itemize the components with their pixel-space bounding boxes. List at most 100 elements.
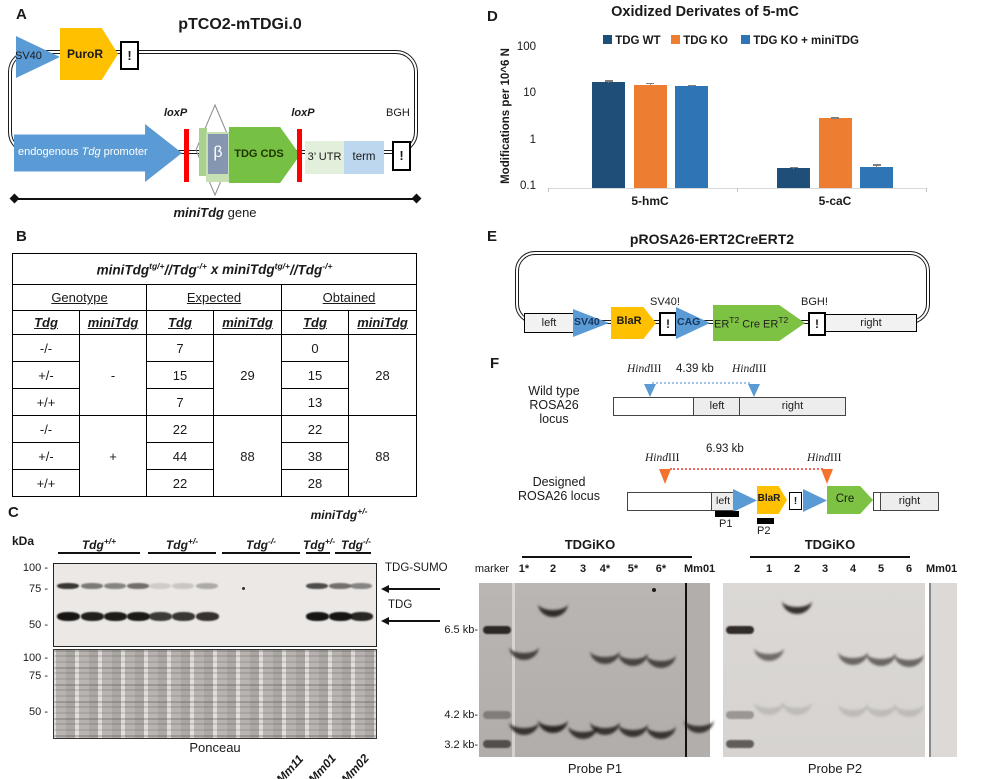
designed-right-box: right: [880, 492, 939, 511]
size-4-2kb: 4.2 kb-: [444, 709, 478, 721]
loxp-site-1: [184, 129, 189, 182]
group-underline: [58, 552, 140, 554]
bar-5-hmC-TDG KO: [633, 84, 667, 188]
cag-label: CAG: [677, 316, 701, 328]
hindiii-site-triangle-designed: [659, 469, 671, 484]
gel-band: [782, 688, 812, 715]
wb-band-tdg: [103, 612, 127, 621]
wb-band-tdg: [305, 612, 329, 621]
table-cell: +: [79, 415, 147, 497]
southern-blot-p2: [723, 583, 925, 757]
ert2-cre-ert2-label: ERT2 Cre ERT2: [714, 315, 789, 331]
hindiii-label: HindIII: [807, 452, 842, 464]
table-cell: 22: [146, 469, 214, 497]
loxp-label-1: loxP: [164, 107, 188, 119]
subcol-minitdg-2: miniTdg: [213, 310, 282, 335]
ytick-0-1: 0.1: [520, 180, 536, 192]
ytick-100: 100: [516, 41, 536, 53]
table-cell: 7: [146, 388, 214, 416]
minitdg-gene-line: [14, 198, 418, 200]
term-box: term: [344, 141, 384, 174]
ytick-1: 1: [529, 134, 536, 146]
utr-box: 3’ UTR: [305, 141, 344, 174]
terminator-box-1: !: [120, 41, 139, 70]
fragment-size-wt: 4.39 kb: [676, 363, 714, 375]
wb-band-tdg: [56, 612, 80, 621]
panel-f-label: F: [490, 355, 500, 372]
col-genotype: Genotype: [12, 284, 147, 311]
error-cap: [687, 84, 696, 87]
wb-band-tdg: [171, 612, 195, 621]
hindiii-site-triangle: [644, 384, 656, 397]
legend-swatch: [671, 35, 680, 44]
wt-fragment-dotted-line: [652, 382, 750, 384]
wb-band-sumo: [104, 583, 126, 589]
marker-75: 75 -: [29, 670, 48, 682]
bar-5-hmC-TDG KO + miniTDG: [675, 85, 708, 188]
wb-band-tdg: [195, 612, 219, 621]
error-cap: [831, 117, 839, 119]
gel2-caption: Probe P2: [807, 761, 863, 776]
line-diamond-left: [9, 193, 20, 204]
wb-band-sumo: [81, 583, 103, 589]
arrow-left-icon: [381, 617, 389, 625]
error-cap: [872, 164, 881, 166]
gel-band: [618, 710, 648, 737]
left-homology-box: left: [524, 313, 574, 333]
gel-band: [509, 633, 539, 660]
terminator-box-bgh: !: [808, 312, 826, 336]
kda-label: kDa: [12, 534, 35, 548]
wb-band-tdg: [126, 612, 150, 621]
x-axis-tick: [548, 188, 549, 192]
gel-lane-label: 3: [579, 563, 587, 575]
panel-e-title: pROSA26-ERT2CreERT2: [629, 231, 795, 247]
col-expected: Expected: [146, 284, 282, 311]
category-5cac: 5-caC: [818, 194, 852, 208]
hindiii-label: HindIII: [732, 363, 767, 375]
gel2-title-underline: [750, 556, 910, 558]
subcol-minitdg-1: miniTdg: [79, 310, 147, 335]
subcol-tdg-3: Tdg: [281, 310, 349, 335]
loxp-label-2: loxP: [291, 107, 315, 119]
hindiii-label: HindIII: [627, 363, 662, 375]
ponceau-label: Ponceau: [189, 740, 241, 755]
table-cell: +/-: [12, 442, 80, 470]
gel-marker-band: [483, 626, 511, 634]
gel-band: [894, 640, 924, 667]
y-axis-label: Modifications per 10^6 N: [500, 48, 512, 184]
gel-band: [754, 688, 784, 715]
marker-50: 50 -: [29, 706, 48, 718]
group-tdg-wt: Tdg+/+: [81, 536, 117, 552]
error-cap: [646, 82, 654, 85]
exon-strip: [199, 128, 207, 176]
gel-lane-label: 1: [765, 563, 773, 575]
tdg-cds-label: TDG CDS: [234, 148, 284, 160]
wb-band-tdg: [80, 612, 104, 621]
probe-p2-label: P2: [757, 525, 771, 537]
loxp-site-2: [297, 129, 302, 182]
subcol-minitdg-3: miniTdg: [347, 310, 418, 335]
gel1-title: TDGiKO: [564, 537, 616, 552]
size-3-2kb: 3.2 kb-: [444, 739, 478, 751]
mouse-label-mm11: Mm11: [273, 752, 307, 779]
panel-b-label: B: [16, 228, 27, 245]
table-cell: 15: [281, 361, 349, 389]
panel-d-label: D: [487, 8, 498, 25]
group-underline: [222, 552, 300, 554]
gel-band: [646, 712, 676, 739]
size-6-5kb: 6.5 kb-: [444, 624, 478, 636]
tdg-sumo-label: TDG-SUMO: [385, 562, 448, 574]
ponceau-stain: [53, 649, 377, 739]
group-underline: [335, 552, 371, 554]
x-axis-tick: [737, 188, 738, 192]
col-obtained: Obtained: [280, 284, 418, 311]
gel-lane-label: 1*: [518, 563, 530, 575]
tdg-label: TDG: [388, 599, 413, 611]
ytick-10: 10: [523, 87, 536, 99]
terminator-box-f: !: [789, 492, 802, 510]
table-cell: -: [79, 334, 147, 416]
mouse-label-mm01: Mm01: [305, 751, 339, 779]
marker-50: 50 -: [29, 619, 48, 631]
gel-marker-band: [483, 711, 511, 719]
panel-a-label: A: [16, 6, 27, 23]
